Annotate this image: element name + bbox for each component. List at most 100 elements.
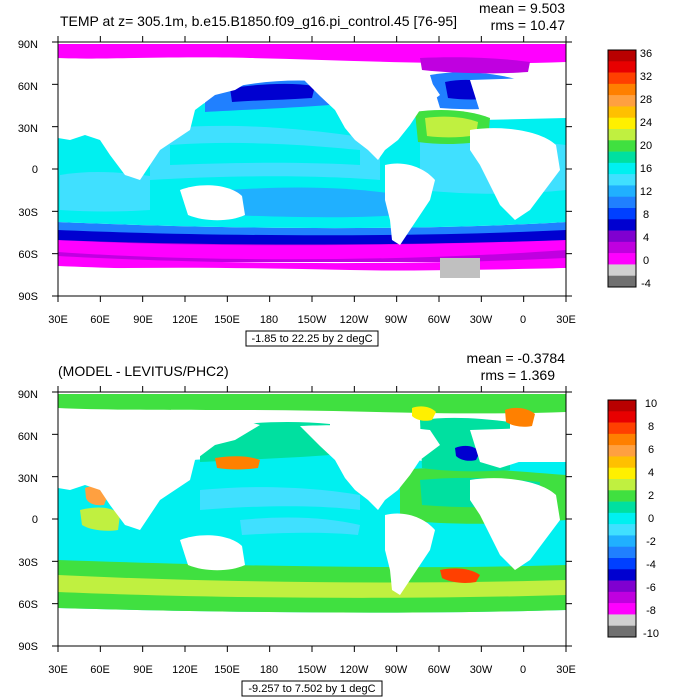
lon-label: 30E [556,314,576,326]
colorbar-label: 20 [640,140,652,152]
colorbar-label: 16 [640,163,652,175]
rms-text: rms = 1.369 [481,367,556,383]
colorbar [607,49,637,288]
colorbar-label: -8 [646,605,656,617]
colorbar-swatch [608,162,636,175]
map-field [58,392,566,646]
lat-label: 90S [18,641,38,653]
lat-labels: 90N 60N 30N 0 30S 60S 90S [18,389,38,653]
range-text: -9.257 to 7.502 by 1 degC [248,683,375,695]
map-field [58,42,566,296]
colorbar-swatch [608,241,636,254]
mean-text: mean = 9.503 [479,0,565,16]
colorbar-swatch [608,445,636,457]
colorbar-label: 24 [640,117,652,129]
lat-label: 30N [18,473,38,485]
lon-label: 120E [172,314,198,326]
colorbar-swatch [608,625,636,638]
colorbar-swatch [608,580,636,593]
colorbar-labels: 36 32 28 24 20 16 12 8 4 0 -4 [640,48,652,290]
colorbar-swatch [608,512,636,525]
colorbar-swatch [608,490,636,502]
lon-label: 120W [340,314,369,326]
lon-label: 180 [260,314,278,326]
colorbar-swatch [608,50,636,62]
colorbar-swatch [608,83,636,96]
lon-label: 120W [340,664,369,676]
colorbar-swatch [608,591,636,604]
range-box [245,330,379,347]
lon-label: 30E [556,664,576,676]
lon-label: 150E [214,664,240,676]
colorbar-swatch [608,400,636,412]
colorbar-swatch [608,117,636,130]
colorbar-label: -6 [646,582,656,594]
mean-text: mean = -0.3784 [467,350,566,366]
colorbar-swatch [608,558,636,570]
lon-label: 60E [90,314,110,326]
colorbar-label: -4 [646,559,656,571]
colorbar-swatch [608,524,636,536]
lon-label: 90E [133,314,153,326]
panel-title: TEMP at z= 305.1m, b.e15.B1850.f09_g16.p… [60,13,457,29]
lat-label: 60S [18,249,38,261]
colorbar-label: 4 [648,467,654,479]
map-ticks [52,386,572,652]
lat-label: 60S [18,599,38,611]
colorbar-labels: 10 8 6 4 2 0 -2 -4 -6 -8 -10 [643,398,659,640]
colorbar-swatch [608,264,636,277]
colorbar-label: 4 [643,232,649,244]
lat-label: 30N [18,123,38,135]
colorbar-swatch [608,535,636,548]
lat-label: 30S [18,207,38,219]
colorbar-swatch [608,422,636,435]
colorbar-swatch [608,151,636,164]
colorbar-swatch [608,230,636,243]
colorbar-frame [607,49,637,288]
colorbar-swatch [608,95,636,107]
colorbar-swatch [608,479,636,491]
colorbar [607,399,637,638]
colorbar-swatch [608,185,636,198]
range-box [241,680,383,697]
colorbar-swatch [608,208,636,220]
lon-label: 60W [428,664,451,676]
lon-label: 60W [428,314,451,326]
land-mask [58,412,566,646]
panel-temp: TEMP at z= 305.1m, b.e15.B1850.f09_g16.p… [18,0,652,347]
colorbar-swatch [608,129,636,141]
lon-label: 150E [214,314,240,326]
lon-label: 0 [520,314,526,326]
map-ticks [52,36,572,302]
lat-label: 90S [18,291,38,303]
colorbar-label: 12 [640,186,652,198]
lon-label: 30W [470,664,493,676]
panel-difference: (MODEL - LEVITUS/PHC2) mean = -0.3784 rm… [18,350,659,697]
colorbar-label: 8 [643,209,649,221]
lat-label: 90N [18,39,38,51]
colorbar-swatch [608,569,636,581]
colorbar-swatch [608,140,636,152]
colorbar-frame [607,399,637,638]
colorbar-swatch [608,174,636,186]
colorbar-swatch [608,467,636,480]
lat-label: 0 [32,514,38,526]
lon-label: 150W [298,314,327,326]
lon-label: 30W [470,314,493,326]
colorbar-swatch [608,106,636,119]
colorbar-swatch [608,196,636,209]
lon-label: 90E [133,664,153,676]
colorbar-label: 6 [648,444,654,456]
land-mask [58,62,566,296]
lon-label: 0 [520,664,526,676]
colorbar-swatch [608,501,636,514]
colorbar-swatch [608,253,636,265]
lon-label: 30E [48,664,68,676]
colorbar-label: 8 [648,421,654,433]
colorbar-label: 0 [643,255,649,267]
lon-label: 90W [385,664,408,676]
colorbar-swatch [608,433,636,446]
colorbar-label: 2 [648,490,654,502]
colorbar-label: -4 [641,278,651,290]
